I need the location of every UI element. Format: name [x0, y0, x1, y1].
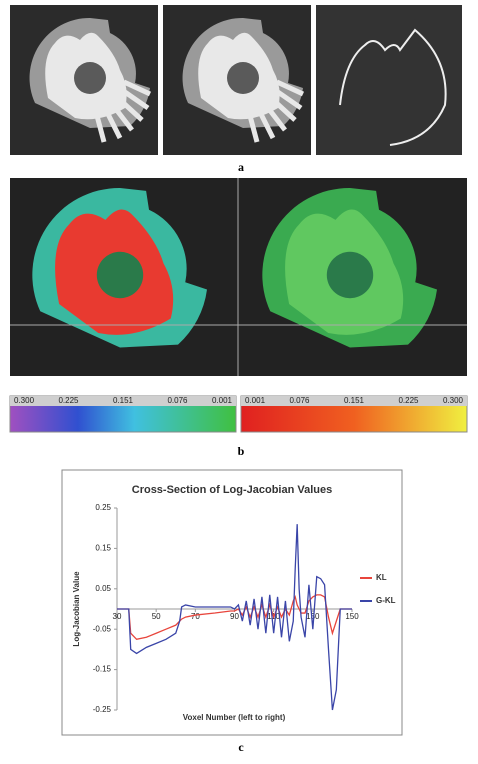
colorbar-label: 0.300: [443, 396, 464, 405]
image: [316, 5, 462, 155]
x-tick-label: 90: [230, 612, 239, 621]
x-tick-label: 30: [113, 612, 122, 621]
colorbar-label: 0.001: [245, 396, 266, 405]
x-tick-label: 70: [191, 612, 200, 621]
x-tick-label: 50: [152, 612, 161, 621]
y-tick-label: -0.25: [93, 705, 112, 714]
y-tick-label: -0.15: [93, 665, 112, 674]
x-tick-label: 150: [345, 612, 359, 621]
x-tick-label: 130: [306, 612, 320, 621]
colorbar-label: 0.076: [289, 396, 310, 405]
panel-label: c: [238, 740, 244, 754]
colorbar-label: 0.076: [167, 396, 188, 405]
colorbar-label: 0.151: [113, 396, 134, 405]
chart-title: Cross-Section of Log-Jacobian Values: [132, 484, 333, 496]
y-tick-label: -0.05: [93, 624, 112, 633]
legend-label: KL: [376, 573, 387, 582]
colorbar-label: 0.225: [58, 396, 79, 405]
panel-label: a: [238, 160, 244, 174]
y-axis-label: Log-Jacobian Value: [72, 571, 81, 647]
x-axis-label: Voxel Number (left to right): [183, 713, 286, 722]
y-tick-label: 0.15: [95, 544, 111, 553]
colorbar-label: 0.151: [344, 396, 365, 405]
line-series: [117, 594, 352, 641]
legend-label: G-KL: [376, 596, 396, 605]
colorbar-label: 0.225: [398, 396, 419, 405]
colorbar-label: 0.300: [14, 396, 35, 405]
line-series: [117, 524, 352, 711]
chart-frame: [61, 469, 403, 736]
edge-image: [339, 28, 447, 146]
panel-label: b: [238, 444, 245, 458]
colorbar-label: 0.001: [212, 396, 233, 405]
y-tick-label: 0.05: [95, 584, 111, 593]
y-tick-label: 0.25: [95, 503, 111, 512]
